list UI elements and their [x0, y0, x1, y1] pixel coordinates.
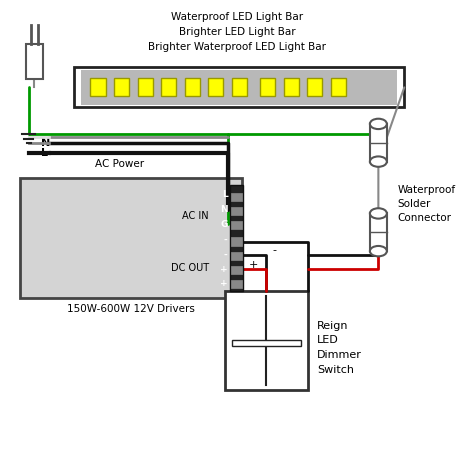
- Bar: [230, 185, 243, 291]
- Text: L: L: [222, 190, 228, 199]
- Bar: [137, 78, 153, 96]
- Bar: [20, 178, 242, 298]
- Text: G: G: [220, 220, 228, 229]
- Text: -: -: [224, 236, 228, 245]
- Text: AC IN: AC IN: [182, 211, 209, 221]
- Bar: [231, 221, 242, 229]
- Text: 150W-600W 12V Drivers: 150W-600W 12V Drivers: [67, 304, 195, 314]
- Text: Waterproof LED Light Bar
Brighter LED Light Bar
Brighter Waterproof LED Light Ba: Waterproof LED Light Bar Brighter LED Li…: [148, 12, 326, 52]
- Text: +: +: [249, 260, 258, 270]
- Text: DC OUT: DC OUT: [171, 263, 209, 273]
- Bar: [370, 213, 387, 251]
- Ellipse shape: [370, 208, 387, 219]
- Bar: [260, 78, 275, 96]
- Bar: [208, 78, 223, 96]
- Bar: [370, 124, 387, 162]
- Bar: [231, 207, 242, 215]
- Bar: [114, 78, 129, 96]
- Ellipse shape: [370, 118, 387, 129]
- Bar: [231, 266, 242, 274]
- Bar: [232, 340, 301, 346]
- Ellipse shape: [370, 246, 387, 256]
- Bar: [26, 44, 43, 79]
- Bar: [231, 252, 242, 260]
- Bar: [161, 78, 176, 96]
- Text: N: N: [220, 205, 228, 214]
- Text: +: +: [220, 279, 228, 288]
- Text: N: N: [41, 138, 51, 148]
- Bar: [74, 67, 404, 108]
- Bar: [225, 291, 308, 390]
- Text: -: -: [273, 245, 277, 255]
- Text: L: L: [41, 148, 48, 158]
- Bar: [231, 237, 242, 246]
- Ellipse shape: [370, 156, 387, 167]
- Text: -: -: [224, 250, 228, 259]
- Bar: [232, 78, 247, 96]
- Bar: [231, 193, 242, 201]
- Bar: [283, 78, 299, 96]
- Bar: [82, 70, 397, 105]
- Text: Reign
LED
Dimmer
Switch: Reign LED Dimmer Switch: [317, 320, 362, 375]
- Bar: [331, 78, 346, 96]
- Bar: [91, 78, 106, 96]
- Text: Waterproof
Solder
Connector: Waterproof Solder Connector: [397, 185, 456, 223]
- Bar: [307, 78, 322, 96]
- Text: +: +: [220, 264, 228, 273]
- Bar: [185, 78, 200, 96]
- Text: AC Power: AC Power: [95, 159, 144, 169]
- Bar: [231, 280, 242, 288]
